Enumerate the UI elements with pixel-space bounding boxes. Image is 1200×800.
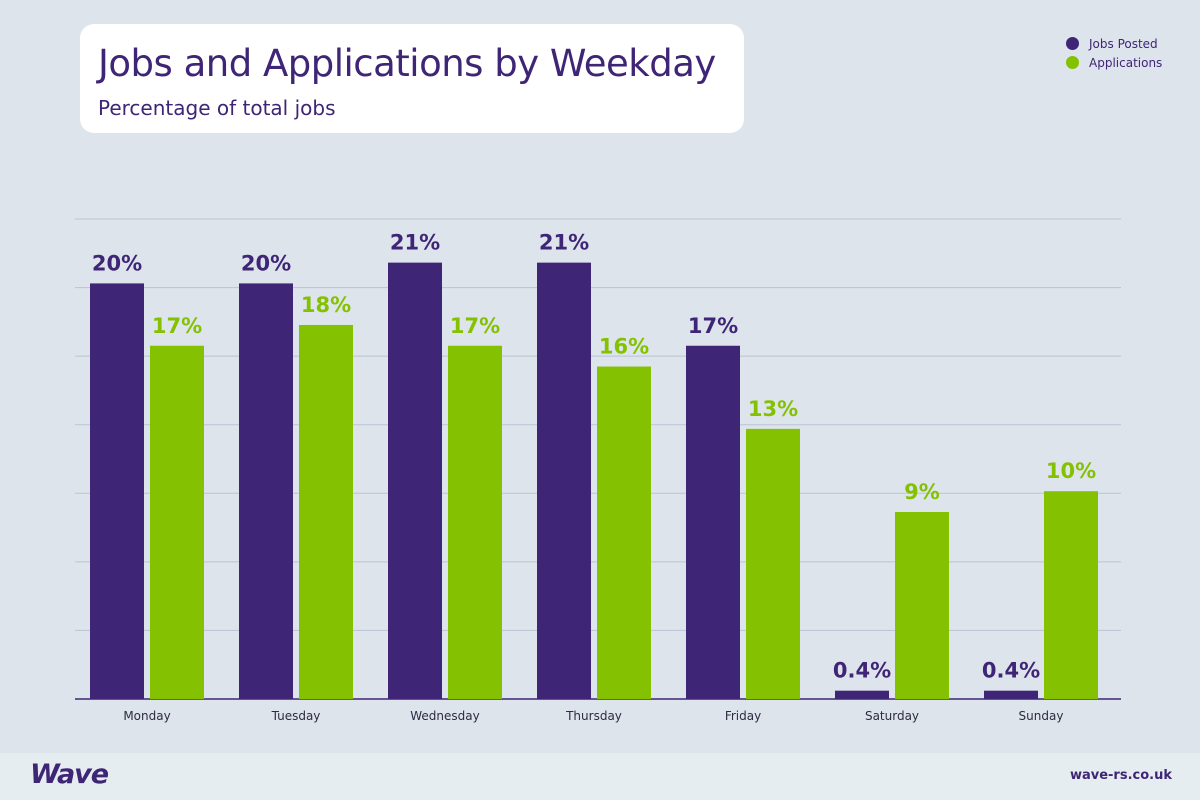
data-label: 21% (539, 231, 589, 255)
title-card: Jobs and Applications by Weekday Percent… (80, 24, 744, 133)
bar-jobs-posted (537, 262, 591, 699)
x-tick-label: Saturday (865, 709, 919, 723)
bar-applications (1044, 491, 1098, 699)
x-tick-label: Monday (123, 709, 170, 723)
legend-item-jobs-posted: Jobs Posted (1066, 34, 1162, 53)
bar-applications (150, 345, 204, 699)
legend-swatch-jobs-posted (1066, 37, 1079, 50)
bar-applications (746, 428, 800, 699)
bar-applications (448, 345, 502, 699)
chart-title: Jobs and Applications by Weekday (98, 42, 716, 85)
legend-label: Jobs Posted (1089, 36, 1158, 51)
x-tick-label: Thursday (565, 709, 622, 723)
bar-jobs-posted (686, 345, 740, 699)
data-label: 16% (599, 335, 649, 359)
bar-applications (597, 366, 651, 699)
legend-swatch-applications (1066, 56, 1079, 69)
bar-applications (299, 324, 353, 699)
x-tick-label: Friday (725, 709, 761, 723)
bar-jobs-posted (835, 690, 889, 699)
data-label: 18% (301, 293, 351, 317)
data-label: 17% (688, 314, 738, 338)
legend-item-applications: Applications (1066, 53, 1162, 72)
x-tick-label: Wednesday (410, 709, 479, 723)
data-label: 9% (904, 480, 940, 504)
wave-logo: Wave (30, 759, 109, 790)
legend: Jobs Posted Applications (1066, 34, 1162, 72)
data-label: 10% (1046, 459, 1096, 483)
data-label: 0.4% (833, 659, 891, 683)
footer: Wave wave-rs.co.uk (0, 753, 1200, 800)
data-label: 21% (390, 231, 440, 255)
legend-label: Applications (1089, 55, 1163, 70)
bar-applications (895, 511, 949, 699)
x-tick-label: Sunday (1019, 709, 1064, 723)
data-label: 0.4% (982, 659, 1040, 683)
x-tick-label: Tuesday (271, 709, 321, 723)
bar-jobs-posted (984, 690, 1038, 699)
bar-jobs-posted (239, 283, 293, 699)
bar-jobs-posted (388, 262, 442, 699)
data-label: 20% (92, 251, 142, 275)
data-label: 17% (152, 314, 202, 338)
data-label: 13% (748, 397, 798, 421)
data-label: 17% (450, 314, 500, 338)
chart-subtitle: Percentage of total jobs (98, 96, 336, 120)
bar-jobs-posted (90, 283, 144, 699)
data-label: 20% (241, 251, 291, 275)
website-link[interactable]: wave-rs.co.uk (1069, 768, 1172, 783)
